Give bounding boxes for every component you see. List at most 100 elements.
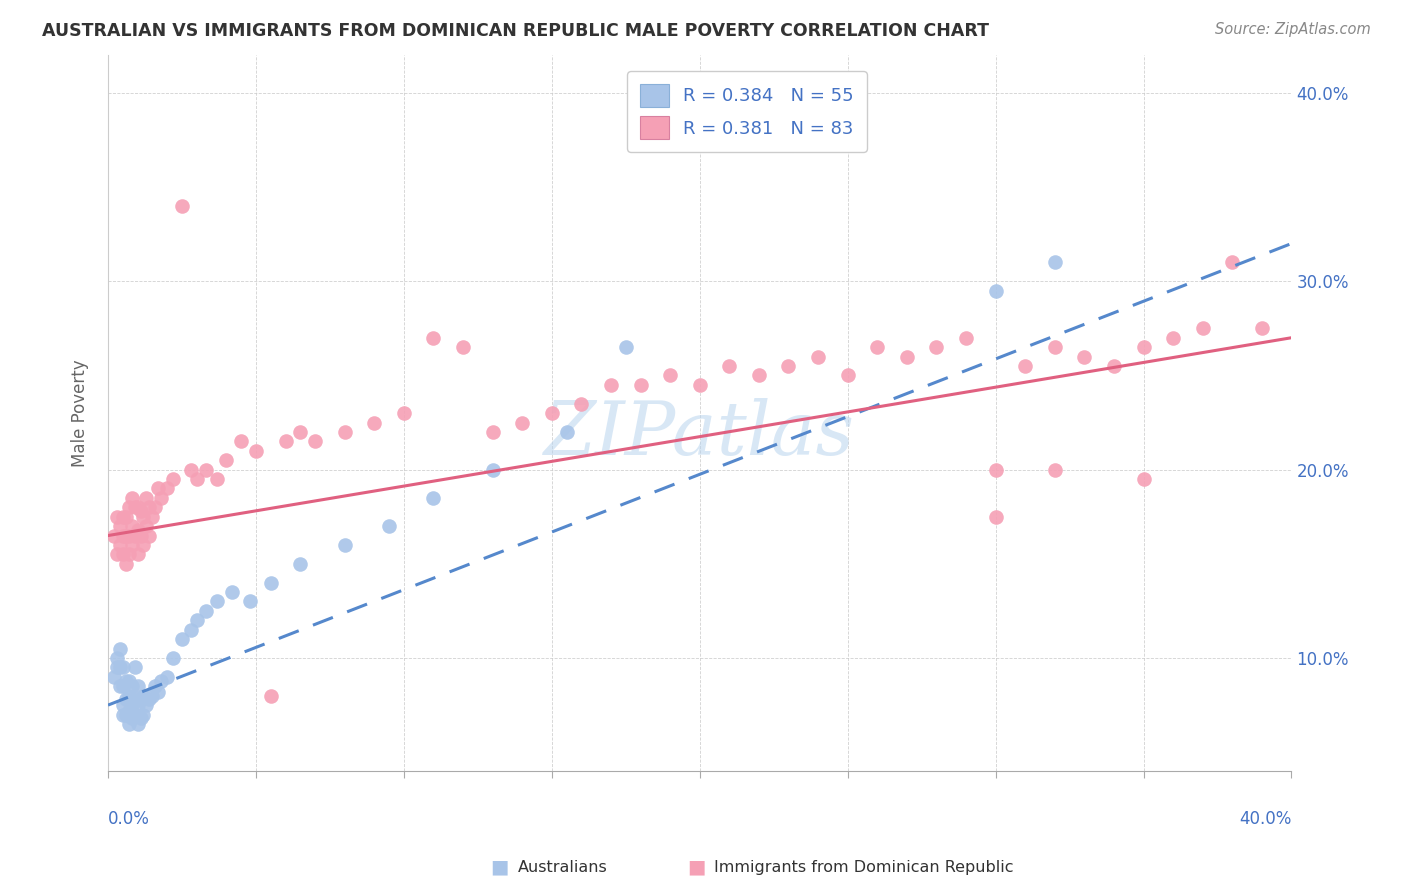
Point — [1043, 340, 1066, 354]
Point — [1220, 255, 1243, 269]
Point — [129, 504, 152, 518]
Point — [363, 416, 385, 430]
Point — [114, 673, 136, 688]
Point — [132, 509, 155, 524]
Point — [127, 679, 149, 693]
Point — [135, 698, 157, 712]
Point — [186, 613, 208, 627]
Point — [118, 689, 141, 703]
Point — [162, 651, 184, 665]
Point — [221, 585, 243, 599]
Point — [451, 340, 474, 354]
Point — [118, 704, 141, 718]
Point — [1132, 340, 1154, 354]
Point — [170, 632, 193, 647]
Point — [1161, 331, 1184, 345]
Point — [111, 679, 134, 693]
Text: Immigrants from Dominican Republic: Immigrants from Dominican Republic — [714, 860, 1014, 874]
Point — [333, 425, 356, 439]
Point — [231, 434, 253, 449]
Text: Australians: Australians — [517, 860, 607, 874]
Point — [132, 538, 155, 552]
Point — [569, 397, 592, 411]
Point — [114, 707, 136, 722]
Point — [1014, 359, 1036, 373]
Text: 40.0%: 40.0% — [1239, 810, 1292, 828]
Point — [748, 368, 770, 383]
Point — [127, 548, 149, 562]
Point — [105, 509, 128, 524]
Point — [778, 359, 800, 373]
Point — [103, 528, 125, 542]
Point — [1043, 255, 1066, 269]
Point — [186, 472, 208, 486]
Point — [392, 406, 415, 420]
Point — [129, 711, 152, 725]
Point — [689, 377, 711, 392]
Point — [138, 692, 160, 706]
Point — [180, 623, 202, 637]
Point — [118, 500, 141, 515]
Point — [290, 425, 312, 439]
Point — [807, 350, 830, 364]
Point — [105, 651, 128, 665]
Point — [170, 199, 193, 213]
Point — [260, 575, 283, 590]
Point — [1102, 359, 1125, 373]
Point — [540, 406, 562, 420]
Point — [239, 594, 262, 608]
Point — [422, 491, 444, 505]
Point — [118, 528, 141, 542]
Point — [121, 538, 143, 552]
Point — [121, 491, 143, 505]
Point — [108, 679, 131, 693]
Point — [103, 670, 125, 684]
Point — [194, 462, 217, 476]
Point — [127, 500, 149, 515]
Point — [121, 698, 143, 712]
Point — [143, 500, 166, 515]
Point — [925, 340, 948, 354]
Point — [304, 434, 326, 449]
Point — [481, 425, 503, 439]
Point — [121, 519, 143, 533]
Point — [105, 548, 128, 562]
Point — [141, 689, 163, 703]
Point — [138, 528, 160, 542]
Point — [333, 538, 356, 552]
Point — [555, 425, 578, 439]
Point — [481, 462, 503, 476]
Point — [718, 359, 741, 373]
Point — [1132, 472, 1154, 486]
Point — [132, 707, 155, 722]
Point — [124, 500, 146, 515]
Text: ZIPatlas: ZIPatlas — [544, 399, 855, 471]
Point — [138, 500, 160, 515]
Point — [132, 689, 155, 703]
Point — [124, 707, 146, 722]
Point — [600, 377, 623, 392]
Text: ■: ■ — [489, 857, 509, 877]
Point — [135, 519, 157, 533]
Point — [108, 660, 131, 674]
Point — [124, 528, 146, 542]
Point — [1043, 462, 1066, 476]
Point — [108, 641, 131, 656]
Point — [984, 509, 1007, 524]
Point — [866, 340, 889, 354]
Point — [422, 331, 444, 345]
Point — [127, 717, 149, 731]
Point — [378, 519, 401, 533]
Point — [1073, 350, 1095, 364]
Point — [156, 482, 179, 496]
Point — [1191, 321, 1213, 335]
Point — [111, 660, 134, 674]
Point — [121, 711, 143, 725]
Text: ■: ■ — [686, 857, 706, 877]
Point — [215, 453, 238, 467]
Point — [143, 679, 166, 693]
Point — [207, 472, 229, 486]
Text: 0.0%: 0.0% — [108, 810, 150, 828]
Point — [150, 491, 173, 505]
Point — [148, 482, 170, 496]
